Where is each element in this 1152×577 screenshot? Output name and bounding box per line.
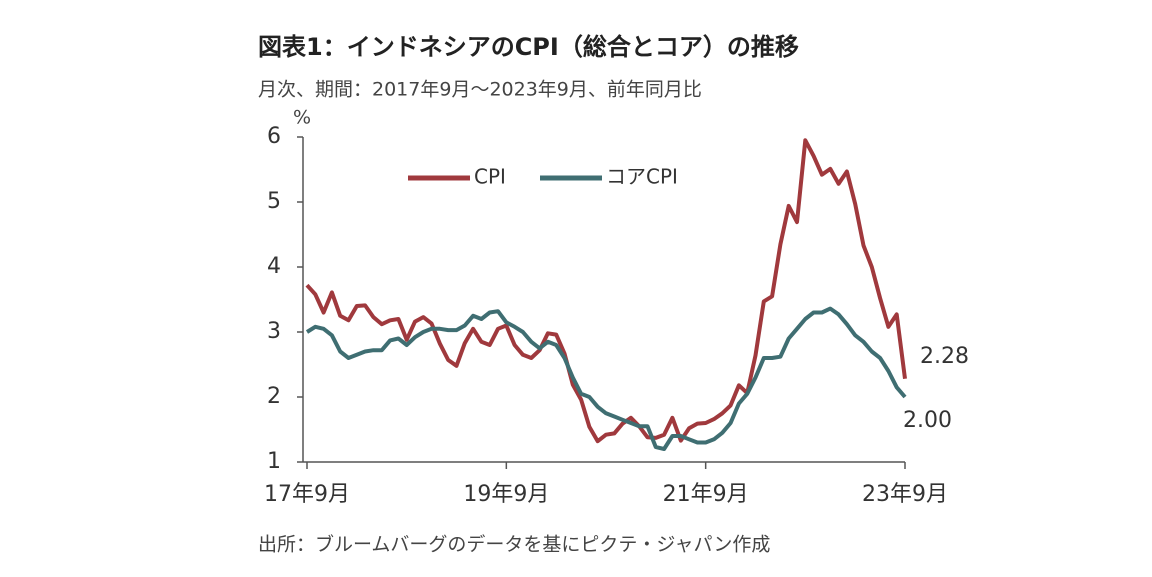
series-line: [305, 306, 907, 451]
y-tick-label: 6: [267, 124, 281, 149]
value-label: 2.28: [920, 344, 969, 369]
y-tick-label: 2: [267, 384, 281, 409]
chart-subtitle: 月次、期間：2017年9月～2023年9月、前年同月比: [258, 79, 702, 101]
source-note: 出所：ブルームバーグのデータを基にピクテ・ジャパン作成: [258, 533, 770, 556]
legend-label: CPI: [474, 165, 506, 189]
x-tick-label: 23年9月: [862, 482, 948, 507]
value-label: 2.00: [903, 408, 952, 433]
x-tick-label: 21年9月: [663, 482, 749, 507]
x-tick-label: 19年9月: [463, 482, 549, 507]
y-tick-label: 5: [267, 189, 281, 214]
y-tick-label: 4: [267, 254, 281, 279]
y-unit: %: [293, 107, 311, 129]
y-tick-label: 3: [267, 319, 281, 344]
y-tick-label: 1: [267, 449, 281, 474]
x-tick-label: 17年9月: [264, 482, 350, 507]
series-line: [305, 138, 907, 444]
chart-title: 図表1：インドネシアのCPI（総合とコア）の推移: [258, 33, 799, 61]
legend-label: コアCPI: [606, 165, 678, 189]
